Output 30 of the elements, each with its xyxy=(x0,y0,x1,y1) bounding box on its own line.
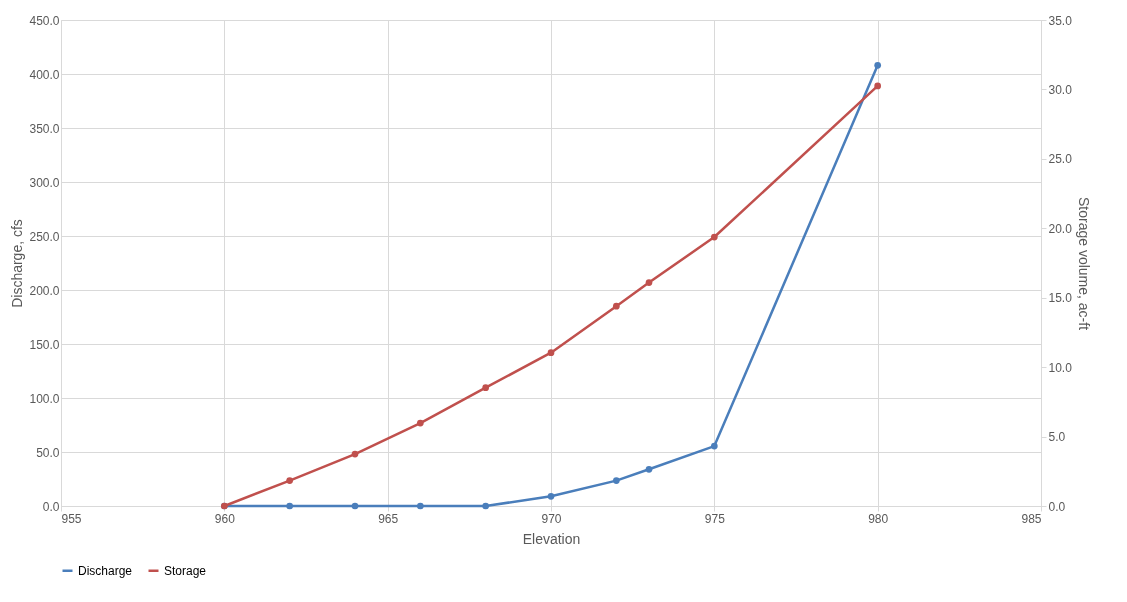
legend-label: Storage xyxy=(164,563,207,578)
y-tick-label: 400.0 xyxy=(29,67,60,82)
y-tick-label: 450.0 xyxy=(29,13,60,28)
x-tick-label: 955 xyxy=(61,511,82,526)
x-tick-label: 960 xyxy=(214,511,236,526)
x-tick-label: 985 xyxy=(1021,511,1042,526)
x-tick-label: 980 xyxy=(868,511,889,526)
y2-tick-label: 0.0 xyxy=(1048,499,1066,514)
y-tick-label: 250.0 xyxy=(29,229,60,244)
x-tick-label: 965 xyxy=(378,511,399,526)
x-tick-label: 970 xyxy=(541,511,562,526)
legend-label: Discharge xyxy=(78,563,133,578)
y2-tick-label: 25.0 xyxy=(1048,152,1073,167)
y-tick-label: 50.0 xyxy=(36,445,60,460)
y2-tick-label: 10.0 xyxy=(1048,360,1073,375)
x-axis-title: Elevation xyxy=(522,530,581,547)
y-tick-label: 200.0 xyxy=(29,283,60,298)
y2-tick-label: 35.0 xyxy=(1048,13,1073,28)
y-tick-label: 350.0 xyxy=(29,121,60,136)
y-axis-title: Discharge, cfs xyxy=(9,219,26,308)
y2-tick-label: 15.0 xyxy=(1048,291,1073,306)
y2-tick-label: 30.0 xyxy=(1048,82,1073,97)
y2-tick-label: 20.0 xyxy=(1048,221,1073,236)
y-tick-label: 300.0 xyxy=(29,175,60,190)
y2-tick-label: 5.0 xyxy=(1048,430,1066,445)
x-tick-label: 975 xyxy=(704,511,726,526)
y-tick-label: 100.0 xyxy=(29,391,60,406)
y-tick-label: 150.0 xyxy=(29,337,60,352)
y2-axis-title: Storage volume, ac-ft xyxy=(1075,196,1092,331)
y-tick-label: 0.0 xyxy=(42,499,60,514)
